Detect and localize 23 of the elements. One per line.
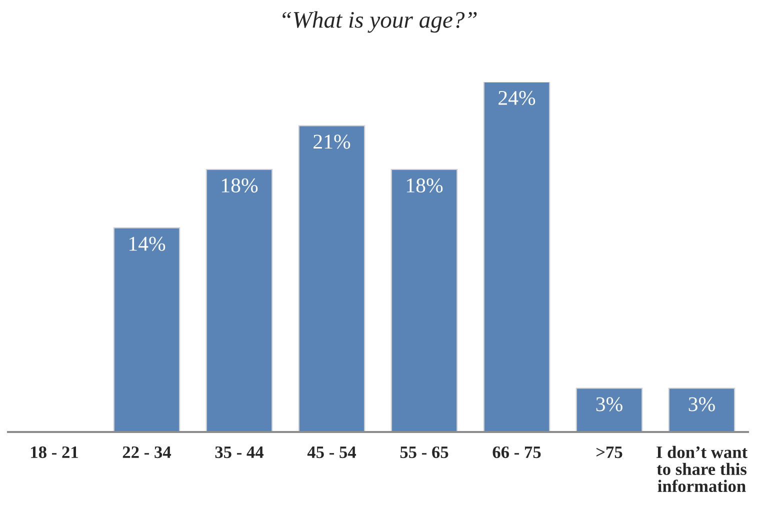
data-label: 21% [314, 134, 350, 149]
x-tick-label: >75 [596, 446, 622, 458]
chart-title: “What is your age?” [282, 11, 477, 33]
data-label: 18% [222, 178, 258, 193]
data-label: 3% [688, 397, 715, 412]
bar [576, 388, 643, 432]
x-tick-label: 45 - 54 [307, 446, 356, 458]
data-label: 14% [129, 236, 166, 251]
x-tick-label: 18 - 21 [31, 446, 78, 458]
x-tick-label: 66 - 75 [492, 446, 541, 458]
x-tick-label: 35 - 44 [215, 446, 264, 458]
x-tick-label: 22 - 34 [122, 446, 172, 458]
data-label: 3% [596, 397, 622, 412]
data-label: 24% [498, 90, 536, 106]
x-tick-label: I don’t want to share this information [656, 446, 748, 492]
bar [668, 388, 736, 432]
bar [483, 82, 550, 432]
x-tick-label: 55 - 65 [400, 446, 448, 458]
bar [298, 125, 366, 432]
bar [206, 168, 273, 432]
bar [390, 168, 458, 432]
bar [113, 227, 180, 432]
data-label: 18% [406, 178, 443, 193]
